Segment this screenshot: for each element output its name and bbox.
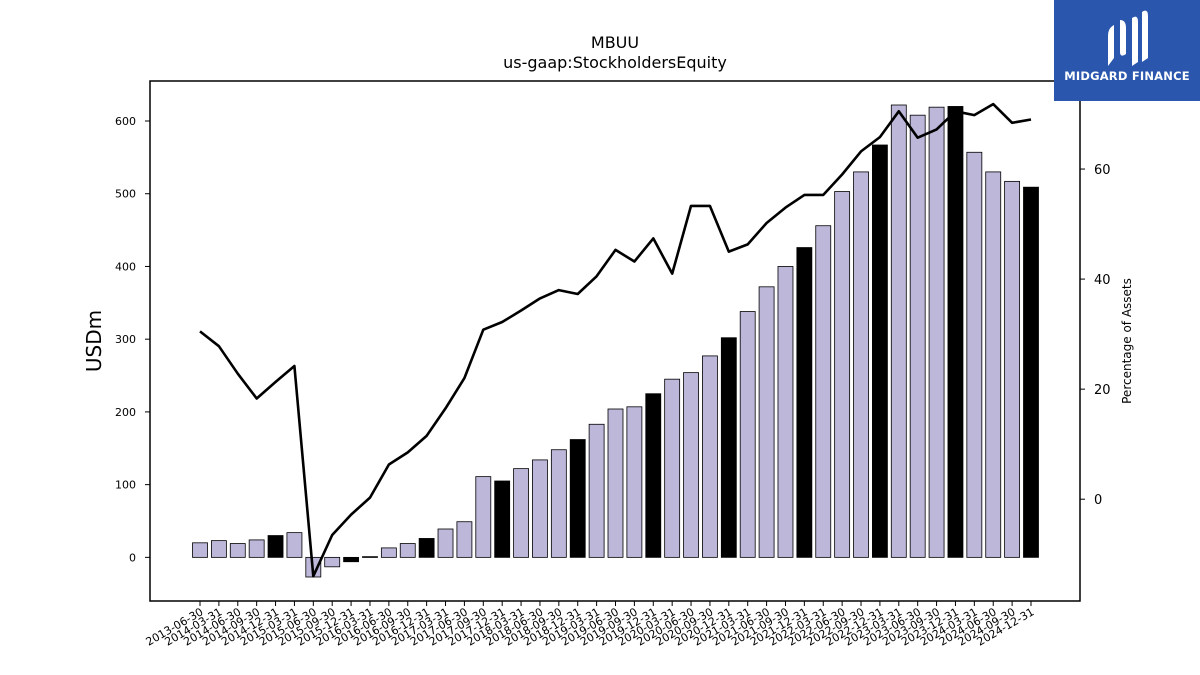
bar-2021-12-31	[796, 247, 813, 558]
bar-2022-03-31	[815, 225, 832, 558]
bar-2014-06-30	[229, 543, 246, 558]
bar-2016-03-31	[362, 556, 378, 558]
bar-2024-06-30	[985, 171, 1002, 558]
bar-2024-12-31	[1023, 186, 1039, 558]
y2-axis-label: Percentage of Assets	[1120, 278, 1134, 404]
bar-2023-03-31	[890, 104, 907, 558]
brand-logo: MIDGARD FINANCE	[1054, 0, 1200, 101]
bar-2015-09-30	[324, 556, 341, 568]
y-tick-label: 100	[115, 479, 136, 492]
bar-2020-03-31	[664, 378, 681, 558]
bar-2023-09-30	[928, 106, 945, 558]
bar-2020-09-30	[702, 355, 718, 558]
y-tick-label: 300	[115, 333, 136, 346]
bar-2018-06-30	[532, 459, 548, 558]
bar-2017-03-31	[437, 528, 454, 558]
y-tick-label: 600	[115, 115, 136, 128]
bar-2021-03-31	[739, 311, 756, 558]
y2-tick-label: 60	[1094, 163, 1111, 178]
bar-2022-09-30	[853, 171, 869, 558]
bar-2019-06-30	[607, 408, 624, 558]
bar-2022-06-30	[834, 191, 851, 558]
bar-2023-12-31	[947, 106, 964, 558]
bar-2020-06-30	[683, 372, 699, 558]
bar-series	[192, 104, 1039, 578]
y2-tick-label: 0	[1094, 493, 1102, 508]
bar-2015-12-31	[343, 556, 359, 563]
bar-2023-06-30	[909, 114, 926, 558]
bar-2019-03-31	[588, 423, 605, 558]
bar-2018-12-31	[569, 439, 586, 558]
chart-subtitle: us-gaap:StockholdersEquity	[503, 53, 727, 72]
chart-title: MBUU	[591, 33, 639, 52]
bar-2014-12-31	[267, 535, 284, 558]
y2-tick-label: 40	[1094, 273, 1111, 288]
bar-2013-06-30	[192, 542, 208, 558]
bar-2015-03-31	[286, 532, 303, 558]
bar-2014-09-30	[248, 539, 265, 558]
bar-2021-09-30	[777, 266, 794, 558]
midgard-logo-icon	[1108, 10, 1148, 66]
percentage-of-assets-line	[199, 102, 1032, 578]
right-axis: 0 20 40 60	[1080, 163, 1111, 508]
y2-tick-label: 20	[1094, 383, 1111, 398]
bar-2018-03-31	[513, 468, 529, 558]
bar-2019-09-30	[626, 406, 643, 558]
bar-2020-12-31	[720, 337, 737, 558]
bar-2017-09-30	[475, 476, 492, 558]
bar-2024-09-30	[1004, 180, 1021, 558]
bar-2024-03-31	[966, 151, 983, 558]
y-tick-label: 500	[115, 188, 136, 201]
bar-2017-06-30	[456, 521, 473, 558]
y-axis-label: USDm	[82, 310, 106, 372]
bar-2016-12-31	[418, 538, 435, 558]
bar-2021-06-30	[758, 286, 775, 558]
bar-2017-12-31	[494, 480, 511, 558]
bar-2016-09-30	[399, 543, 416, 558]
bar-2014-03-31	[210, 540, 227, 558]
y-tick-label: 200	[115, 406, 136, 419]
bar-2022-12-31	[872, 144, 888, 558]
bar-2016-06-30	[380, 547, 397, 558]
y-tick-label: 400	[115, 260, 136, 273]
left-axis: 0 100 200 300 400 500 600	[115, 115, 150, 564]
line-series-layer	[199, 102, 1032, 578]
bar-2018-09-30	[550, 449, 567, 558]
x-axis: 2013-06-302014-03-312014-06-302014-09-30…	[144, 601, 1037, 649]
y-tick-label: 0	[129, 551, 136, 564]
logo-text: MIDGARD FINANCE	[1064, 69, 1190, 83]
bar-2019-12-31	[645, 393, 662, 558]
